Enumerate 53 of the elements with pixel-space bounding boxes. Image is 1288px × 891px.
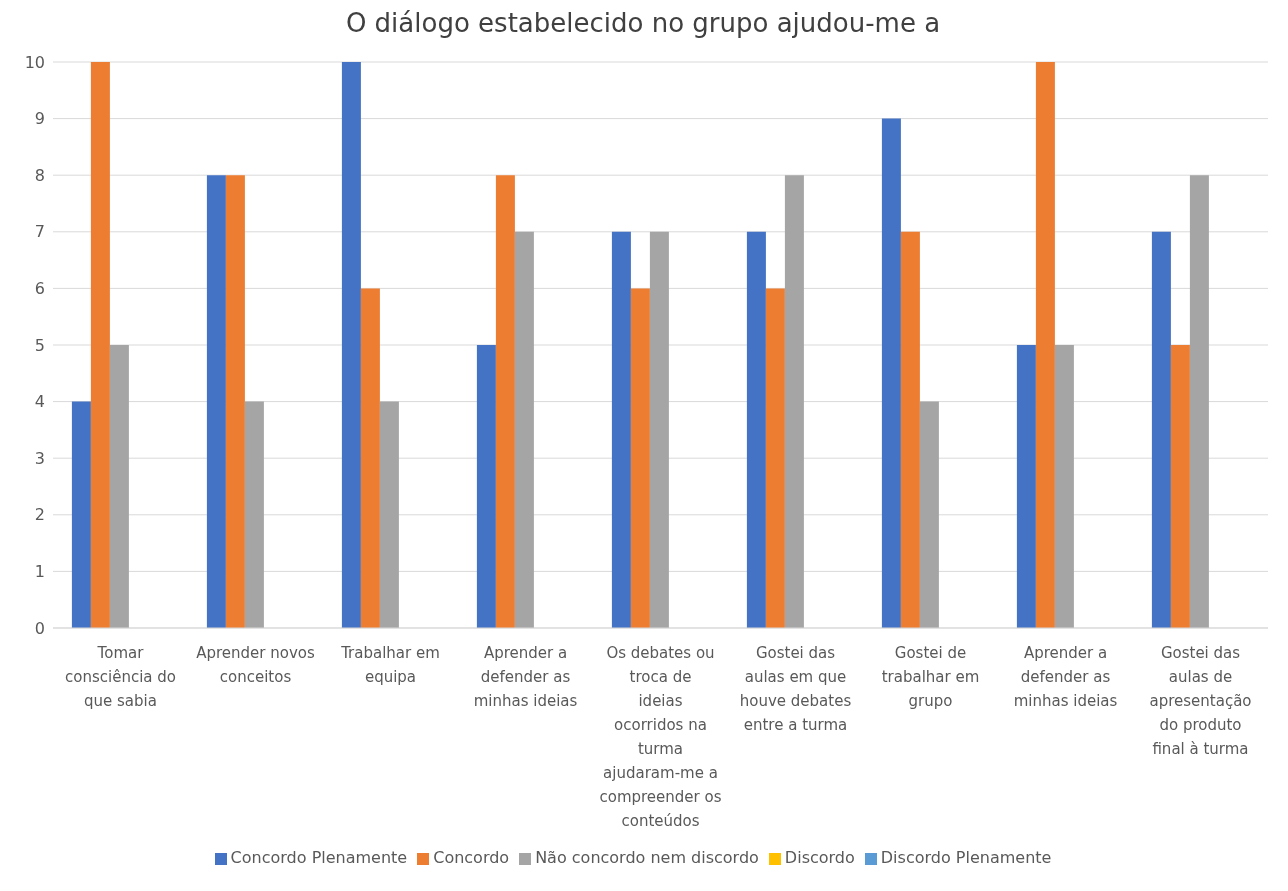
bar <box>225 175 245 628</box>
bar <box>341 62 361 628</box>
x-tick-label: Trabalhar em equipa <box>340 644 440 686</box>
legend-label: Discordo <box>784 848 855 867</box>
x-tick-label: Tomar consciência do que sabia <box>65 644 176 710</box>
bar <box>746 231 766 628</box>
bar <box>71 401 91 628</box>
y-tick-label: 1 <box>34 562 45 582</box>
bar <box>1170 345 1190 628</box>
bar <box>379 401 399 628</box>
bar <box>649 231 669 628</box>
bar <box>919 401 939 628</box>
bar <box>514 231 534 628</box>
chart-title: O diálogo estabelecido no grupo ajudou-me a <box>344 8 942 38</box>
legend-label: Concordo <box>433 848 510 867</box>
y-tick-label: 0 <box>34 618 45 638</box>
bar <box>1035 62 1055 628</box>
y-tick-label: 3 <box>34 448 45 468</box>
bar <box>765 288 785 628</box>
x-tick-label: Aprender a defender as minhas ideias <box>473 644 578 710</box>
x-tick-label: Aprender novos conceitos <box>196 644 315 686</box>
bar <box>495 175 515 628</box>
bar <box>611 231 631 628</box>
y-tick-label: 7 <box>34 222 45 242</box>
x-tick-label: Gostei de trabalhar em grupo <box>881 644 980 710</box>
y-tick-label: 9 <box>34 109 45 129</box>
y-tick-label: 8 <box>34 165 45 185</box>
bar <box>109 345 129 628</box>
bar <box>476 345 496 628</box>
bar <box>1189 175 1209 628</box>
bar <box>1054 345 1074 628</box>
bar <box>90 62 110 628</box>
x-tick-label: Aprender a defender as minhas ideias <box>1013 644 1118 710</box>
bar <box>1151 231 1171 628</box>
bar <box>881 118 901 628</box>
legend-label: Discordo Plenamente <box>880 848 1052 867</box>
legend-label: Concordo Plenamente <box>230 848 408 867</box>
bar <box>900 231 920 628</box>
y-tick-label: 10 <box>24 52 45 72</box>
y-tick-label: 6 <box>34 279 45 299</box>
y-tick-label: 4 <box>34 392 45 412</box>
x-tick-label: Gostei das aulas em que houve debates entre a turma <box>739 644 852 734</box>
bar <box>1016 345 1036 628</box>
x-tick-label: Os debates ou troca de ideias ocorridos na turma ajudaram-me a compreender os conteúdos <box>599 644 722 830</box>
bar <box>206 175 226 628</box>
bar <box>244 401 264 628</box>
y-tick-label: 2 <box>34 505 45 525</box>
y-tick-label: 5 <box>34 335 45 355</box>
bar <box>630 288 650 628</box>
bar <box>784 175 804 628</box>
bar <box>360 288 380 628</box>
legend-label: Não concordo nem discordo <box>535 848 759 867</box>
x-tick-label: Gostei das aulas de apresentação do produto final à turma <box>1149 644 1252 758</box>
